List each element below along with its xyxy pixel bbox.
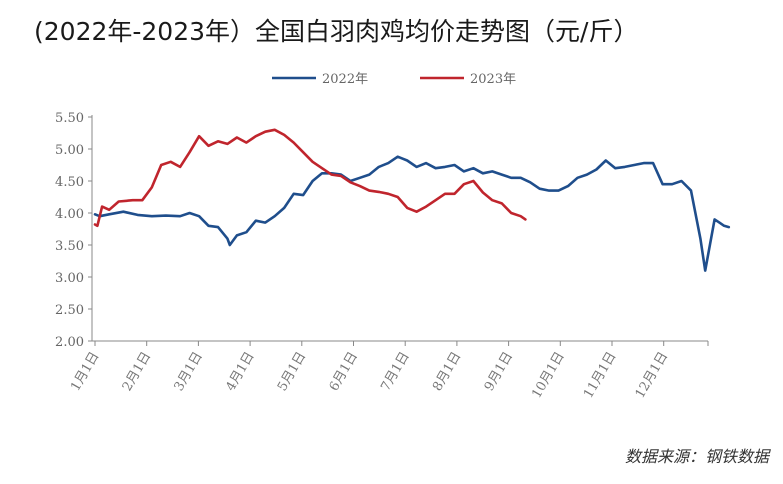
x-tick-label: 1月1日 (68, 350, 102, 394)
x-tick-label: 8月1日 (430, 350, 464, 394)
legend: 2022年 2023年 (272, 72, 516, 87)
y-tick-label: 3.00 (55, 271, 84, 286)
x-tick-label: 6月1日 (327, 350, 361, 394)
series-line-2023年 (93, 128, 527, 228)
y-tick-label: 5.50 (55, 111, 84, 126)
chart-axes: 2.00 2.50 3.00 3.50 4.00 4.50 5.00 5.50 1月1日 2月1日… (55, 111, 709, 402)
legend-label: 2022年 (322, 72, 368, 87)
y-tick-label: 2.50 (55, 303, 84, 318)
x-tick-label: 12月1日 (633, 350, 671, 402)
chart-series (93, 128, 731, 272)
x-tick-label: 7月1日 (378, 350, 412, 394)
y-tick-label: 5.00 (55, 143, 84, 158)
y-tick-label: 2.00 (55, 335, 84, 350)
x-tick-label: 3月1日 (172, 350, 206, 394)
y-tick-label: 4.50 (55, 175, 84, 190)
chart-title: (2022年-2023年）全国白羽肉鸡均价走势图（元/斤） (34, 17, 639, 46)
y-tick-label: 3.50 (55, 239, 84, 254)
source-note: 数据来源：钢铁数据 (624, 447, 769, 466)
x-tick-label: 9月1日 (482, 350, 516, 394)
x-tick-label: 2月1日 (120, 350, 154, 394)
series-line-2022年 (93, 155, 731, 272)
y-tick-label: 4.00 (55, 207, 84, 222)
x-tick-label: 5月1日 (275, 350, 309, 394)
x-tick-label: 4月1日 (223, 350, 257, 394)
x-tick-label: 11月1日 (581, 350, 619, 402)
x-tick-label: 10月1日 (529, 350, 567, 402)
legend-label: 2023年 (470, 72, 516, 87)
